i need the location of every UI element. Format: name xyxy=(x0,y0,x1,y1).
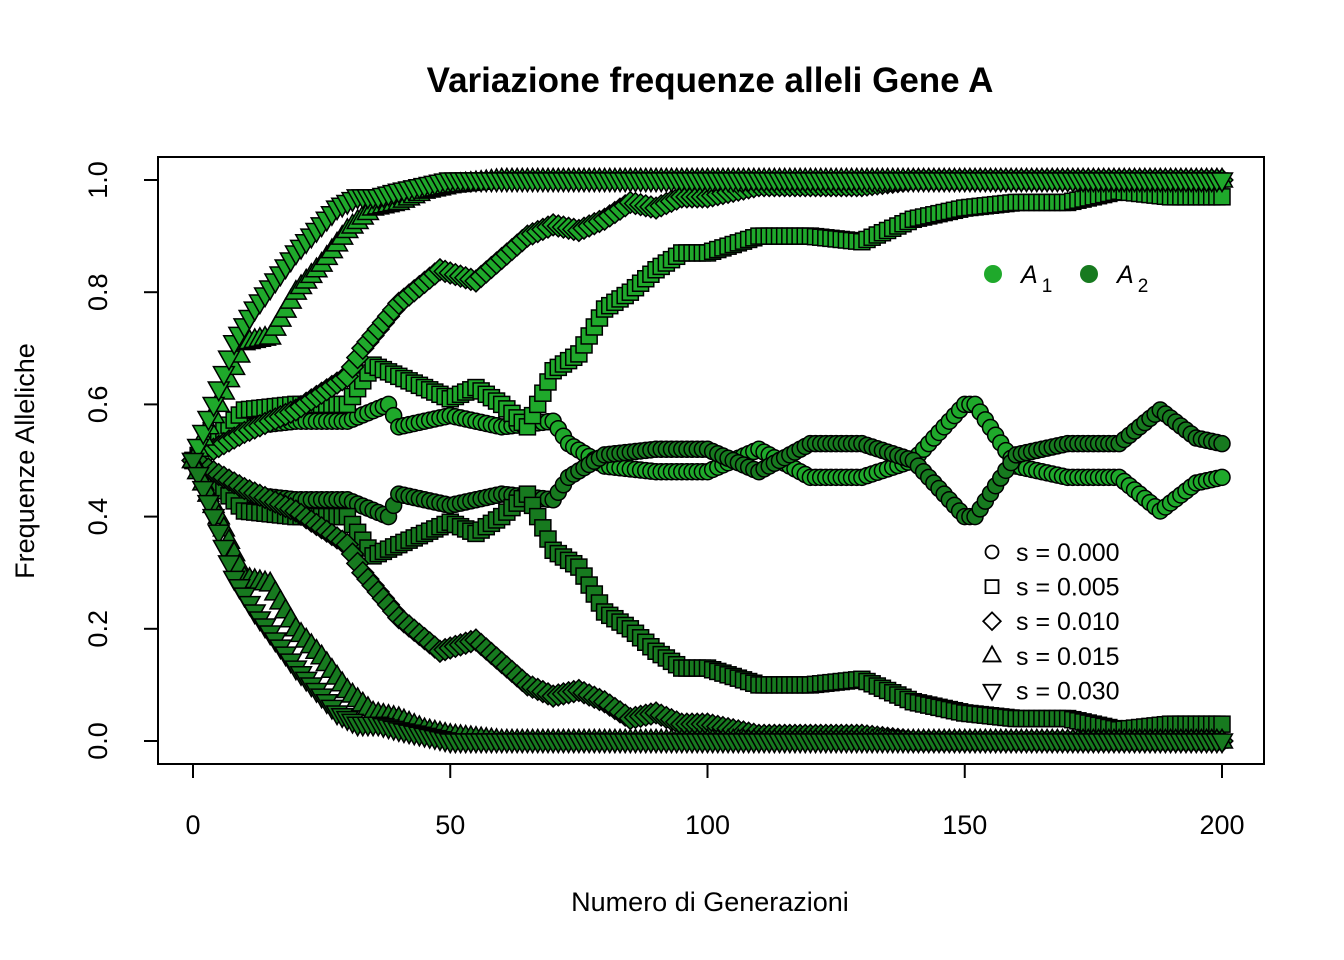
data-point-circle-a1 xyxy=(1213,468,1231,487)
x-axis-label: Numero di Generazioni xyxy=(571,887,849,917)
x-axis: 0 50 100 150 200 xyxy=(185,763,1245,840)
data-point-triangle-down-a2 xyxy=(212,539,236,561)
legend-shape-diamond xyxy=(981,611,1003,632)
x-tick-label: 50 xyxy=(435,810,465,840)
data-point-triangle-down-a2 xyxy=(201,508,226,530)
legend-selection: s = 0.000 s = 0.005 s = 0.010 s = 0.015 s = … xyxy=(981,539,1120,705)
x-tick-label: 150 xyxy=(942,810,987,840)
y-tick-label: 0.0 xyxy=(83,722,113,760)
data-point-triangle-down-a2 xyxy=(217,555,241,577)
y-tick-label: 0.6 xyxy=(83,386,113,424)
y-tick-label: 0.8 xyxy=(83,273,113,311)
data-point-triangle-down-a2 xyxy=(191,480,216,502)
y-tick-label: 0.4 xyxy=(83,498,113,536)
data-points xyxy=(181,166,1234,755)
data-point-triangle-down-a1 xyxy=(201,396,226,418)
data-point-triangle-down-a2 xyxy=(186,466,210,488)
y-axis: 0.0 0.2 0.4 0.6 0.8 1.0 xyxy=(83,161,159,760)
data-point-triangle-down-a1 xyxy=(1210,172,1234,194)
legend-selection-label: s = 0.005 xyxy=(1016,574,1120,602)
legend-shape-circle xyxy=(984,544,1000,560)
legend-selection-label: s = 0.030 xyxy=(1016,677,1120,705)
data-point-triangle-down-a1 xyxy=(207,381,231,403)
legend-selection-label: s = 0.015 xyxy=(1016,643,1120,671)
data-point-triangle-down-a2 xyxy=(1210,733,1234,755)
data-point-triangle-down-a2 xyxy=(207,524,231,546)
data-point-circle-a2 xyxy=(1213,434,1231,453)
data-point-triangle-down-a1 xyxy=(217,350,241,372)
data-point-triangle-down-a2 xyxy=(181,452,205,474)
chart-title: Variazione frequenze alleli Gene A xyxy=(427,61,994,100)
y-tick-label: 0.2 xyxy=(83,610,113,648)
data-point-triangle-down-a2 xyxy=(196,494,221,516)
x-tick-label: 100 xyxy=(685,810,730,840)
legend-shape-triangle-down xyxy=(981,683,1003,702)
legend-allele-swatch xyxy=(1080,265,1098,283)
legend-selection-label: s = 0.000 xyxy=(1016,539,1120,567)
x-tick-label: 0 xyxy=(185,810,200,840)
y-axis-label: Frequenze Alleliche xyxy=(10,343,40,579)
x-tick-label: 200 xyxy=(1199,810,1244,840)
legend-shape-triangle-up xyxy=(981,644,1003,663)
y-tick-label: 1.0 xyxy=(83,161,113,199)
legend-allele-swatch xyxy=(984,265,1002,283)
legend-shape-square xyxy=(984,579,1000,594)
legend-selection-label: s = 0.010 xyxy=(1016,608,1120,636)
data-point-triangle-down-a1 xyxy=(212,365,236,387)
